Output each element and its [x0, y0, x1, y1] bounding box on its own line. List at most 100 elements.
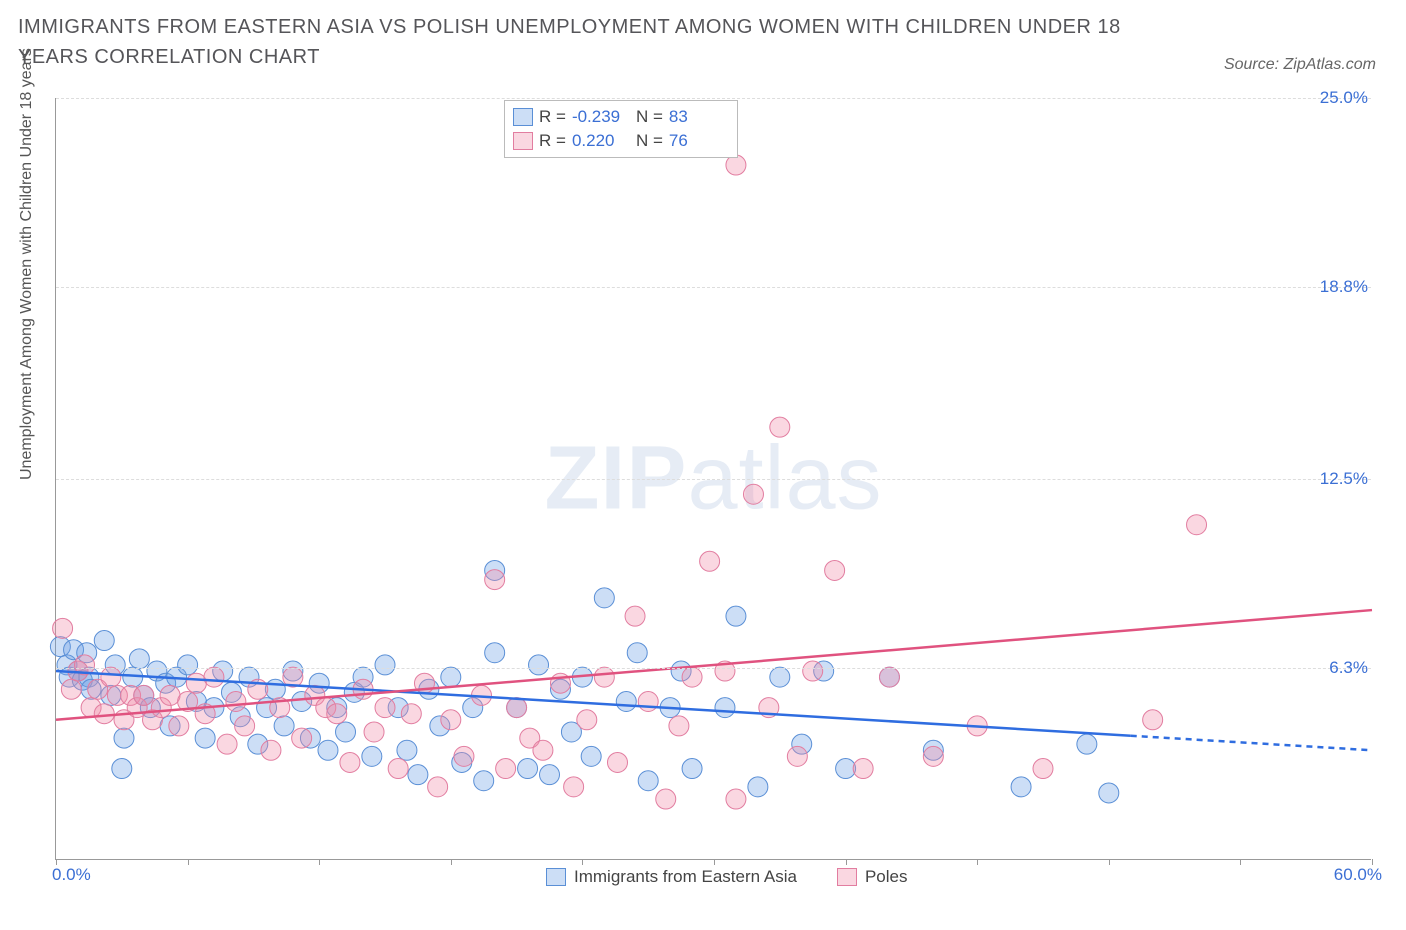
data-point	[715, 698, 735, 718]
y-tick-label: 25.0%	[1312, 88, 1368, 108]
y-tick-label: 12.5%	[1312, 469, 1368, 489]
data-point	[529, 655, 549, 675]
trend-line-dashed	[1131, 736, 1372, 751]
data-point	[700, 551, 720, 571]
data-point	[803, 661, 823, 681]
data-point	[507, 698, 527, 718]
data-point	[726, 155, 746, 175]
data-point	[577, 710, 597, 730]
data-point	[336, 722, 356, 742]
legend-swatch	[513, 108, 533, 126]
data-point	[1143, 710, 1163, 730]
data-point	[160, 685, 180, 705]
data-point	[594, 667, 614, 687]
data-point	[879, 667, 899, 687]
y-axis-title: Unemployment Among Women with Children U…	[18, 48, 36, 480]
data-point	[496, 759, 516, 779]
legend-n-label: N =	[636, 129, 663, 153]
x-tick-label: 60.0%	[1322, 865, 1382, 885]
data-point	[195, 728, 215, 748]
x-tick	[1109, 859, 1110, 865]
legend-r-value: -0.239	[572, 105, 630, 129]
data-point	[101, 667, 121, 687]
data-point	[638, 692, 658, 712]
data-point	[656, 789, 676, 809]
x-tick	[188, 859, 189, 865]
data-point	[235, 716, 255, 736]
data-point	[292, 728, 312, 748]
source-label: Source: ZipAtlas.com	[1224, 56, 1376, 74]
data-point	[134, 685, 154, 705]
y-tick-label: 18.8%	[1312, 277, 1368, 297]
data-point	[770, 667, 790, 687]
data-point	[261, 740, 281, 760]
data-point	[1033, 759, 1053, 779]
data-point	[485, 570, 505, 590]
data-point	[397, 740, 417, 760]
data-point	[362, 746, 382, 766]
gridline	[56, 287, 1371, 288]
chart-title: IMMIGRANTS FROM EASTERN ASIA VS POLISH U…	[18, 12, 1168, 72]
x-tick	[846, 859, 847, 865]
legend-bottom-item: Poles	[837, 867, 908, 887]
x-tick-label: 0.0%	[52, 865, 112, 885]
data-point	[1011, 777, 1031, 797]
data-point	[204, 667, 224, 687]
legend-top-row: R =-0.239N =83	[513, 105, 727, 129]
legend-top-row: R =0.220N =76	[513, 129, 727, 153]
data-point	[540, 765, 560, 785]
data-point	[112, 759, 132, 779]
legend-bottom-item: Immigrants from Eastern Asia	[546, 867, 797, 887]
legend-bottom: Immigrants from Eastern Asia Poles	[546, 867, 908, 887]
data-point	[428, 777, 448, 797]
legend-n-value: 76	[669, 129, 727, 153]
x-tick	[319, 859, 320, 865]
data-point	[923, 746, 943, 766]
data-point	[518, 759, 538, 779]
data-point	[375, 655, 395, 675]
data-point	[1099, 783, 1119, 803]
data-point	[318, 740, 338, 760]
data-point	[787, 746, 807, 766]
data-point	[594, 588, 614, 608]
data-point	[61, 679, 81, 699]
data-point	[408, 765, 428, 785]
legend-r-label: R =	[539, 129, 566, 153]
data-point	[581, 746, 601, 766]
data-point	[454, 746, 474, 766]
data-point	[682, 667, 702, 687]
data-point	[114, 728, 134, 748]
legend-r-value: 0.220	[572, 129, 630, 153]
data-point	[274, 716, 294, 736]
data-point	[1187, 515, 1207, 535]
data-point	[53, 618, 73, 638]
x-tick	[977, 859, 978, 865]
legend-top: R =-0.239N =83R =0.220N =76	[504, 100, 738, 158]
data-point	[217, 734, 237, 754]
x-tick	[582, 859, 583, 865]
data-point	[375, 698, 395, 718]
data-point	[669, 716, 689, 736]
data-point	[770, 417, 790, 437]
data-point	[748, 777, 768, 797]
data-point	[474, 771, 494, 791]
chart-area: ZIPatlas R =-0.239N =83R =0.220N =76 Imm…	[55, 98, 1371, 860]
x-tick	[714, 859, 715, 865]
data-point	[1077, 734, 1097, 754]
trend-line	[56, 610, 1372, 720]
data-point	[94, 631, 114, 651]
legend-n-value: 83	[669, 105, 727, 129]
data-point	[226, 692, 246, 712]
legend-swatch	[546, 868, 566, 886]
data-point	[533, 740, 553, 760]
x-tick	[451, 859, 452, 865]
data-point	[364, 722, 384, 742]
x-tick	[1240, 859, 1241, 865]
gridline	[56, 668, 1371, 669]
data-point	[441, 667, 461, 687]
data-point	[485, 643, 505, 663]
data-point	[836, 759, 856, 779]
data-point	[340, 752, 360, 772]
data-point	[627, 643, 647, 663]
data-point	[327, 704, 347, 724]
